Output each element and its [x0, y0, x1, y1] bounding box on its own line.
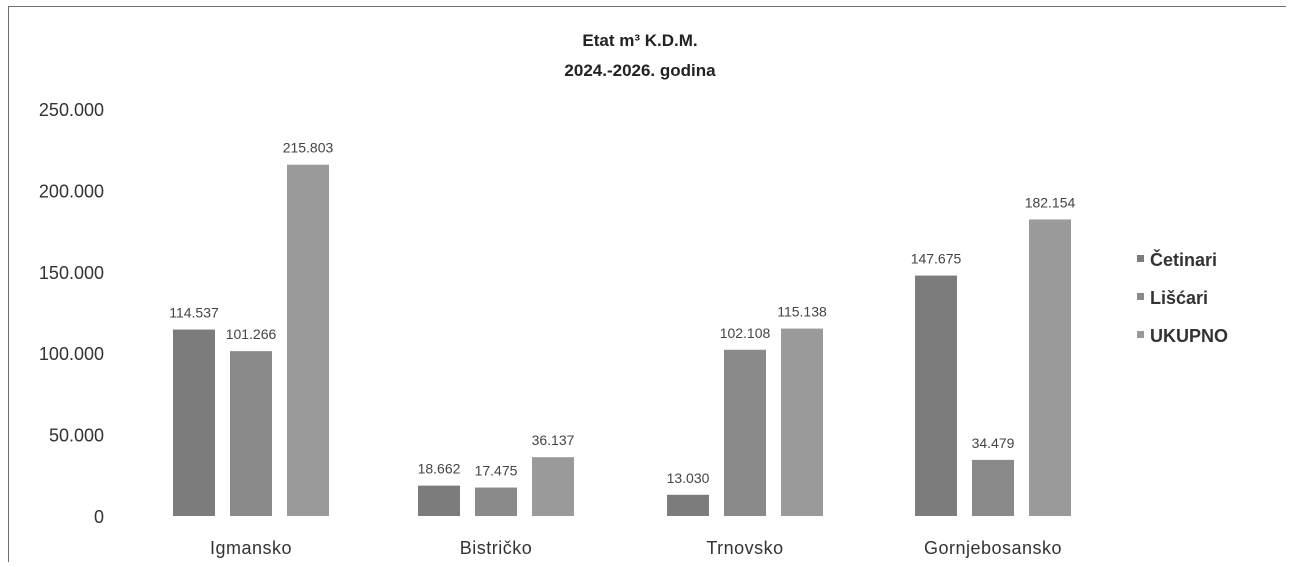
bar-trnovsko-1 [724, 349, 766, 516]
y-tick-label: 200.000 [39, 181, 104, 201]
y-axis: 0 50.000 100.000 150.000 200.000 250.000 [39, 100, 104, 527]
bar-bistričko-0 [418, 485, 460, 516]
bar-igmansko-2 [287, 164, 329, 516]
chart-title-line1: Etat m³ K.D.M. [582, 31, 697, 50]
legend-swatch [1137, 293, 1144, 300]
data-label: 101.266 [226, 326, 277, 342]
x-tick-label: Igmansko [210, 538, 292, 558]
data-label: 17.475 [475, 463, 518, 479]
bar-gornjebosansko-0 [915, 275, 957, 516]
bars [173, 164, 1071, 516]
legend-swatch [1137, 331, 1144, 338]
data-label: 215.803 [283, 140, 334, 156]
x-tick-label: Bistričko [460, 538, 533, 558]
legend-label: Lišćari [1150, 288, 1208, 308]
legend-swatch [1137, 255, 1144, 262]
data-label: 13.030 [667, 470, 710, 486]
y-tick-label: 100.000 [39, 344, 104, 364]
bar-trnovsko-0 [667, 494, 709, 516]
data-label: 114.537 [169, 305, 219, 321]
data-label: 18.662 [418, 461, 461, 477]
data-label: 182.154 [1025, 194, 1076, 210]
bar-igmansko-1 [230, 351, 272, 516]
data-label: 36.137 [532, 432, 575, 448]
bar-gornjebosansko-1 [972, 459, 1014, 516]
bar-gornjebosansko-2 [1029, 219, 1071, 516]
data-labels: 114.537 101.266 215.803 18.662 17.475 36.137 1… [169, 140, 1075, 486]
data-label: 115.138 [777, 304, 827, 320]
bar-igmansko-0 [173, 329, 215, 516]
legend: Četinari Lišćari UKUPNO [1137, 249, 1228, 346]
data-label: 34.479 [972, 435, 1015, 451]
chart-title-line2: 2024.-2026. godina [564, 61, 716, 80]
bar-trnovsko-2 [781, 328, 823, 516]
legend-label: UKUPNO [1150, 326, 1228, 346]
y-tick-label: 250.000 [39, 100, 104, 120]
legend-label: Četinari [1150, 249, 1217, 270]
y-tick-label: 150.000 [39, 263, 104, 283]
data-label: 102.108 [720, 325, 771, 341]
x-tick-label: Trnovsko [706, 538, 783, 558]
x-tick-label: Gornjebosansko [924, 538, 1062, 558]
x-axis: Igmansko Bistričko Trnovsko Gornjebosansko [210, 538, 1062, 558]
data-label: 147.675 [911, 251, 962, 267]
y-tick-label: 0 [94, 507, 104, 527]
y-tick-label: 50.000 [49, 426, 104, 446]
bar-bistričko-1 [475, 487, 517, 516]
chart-frame [8, 6, 1286, 562]
bar-bistričko-2 [532, 457, 574, 516]
